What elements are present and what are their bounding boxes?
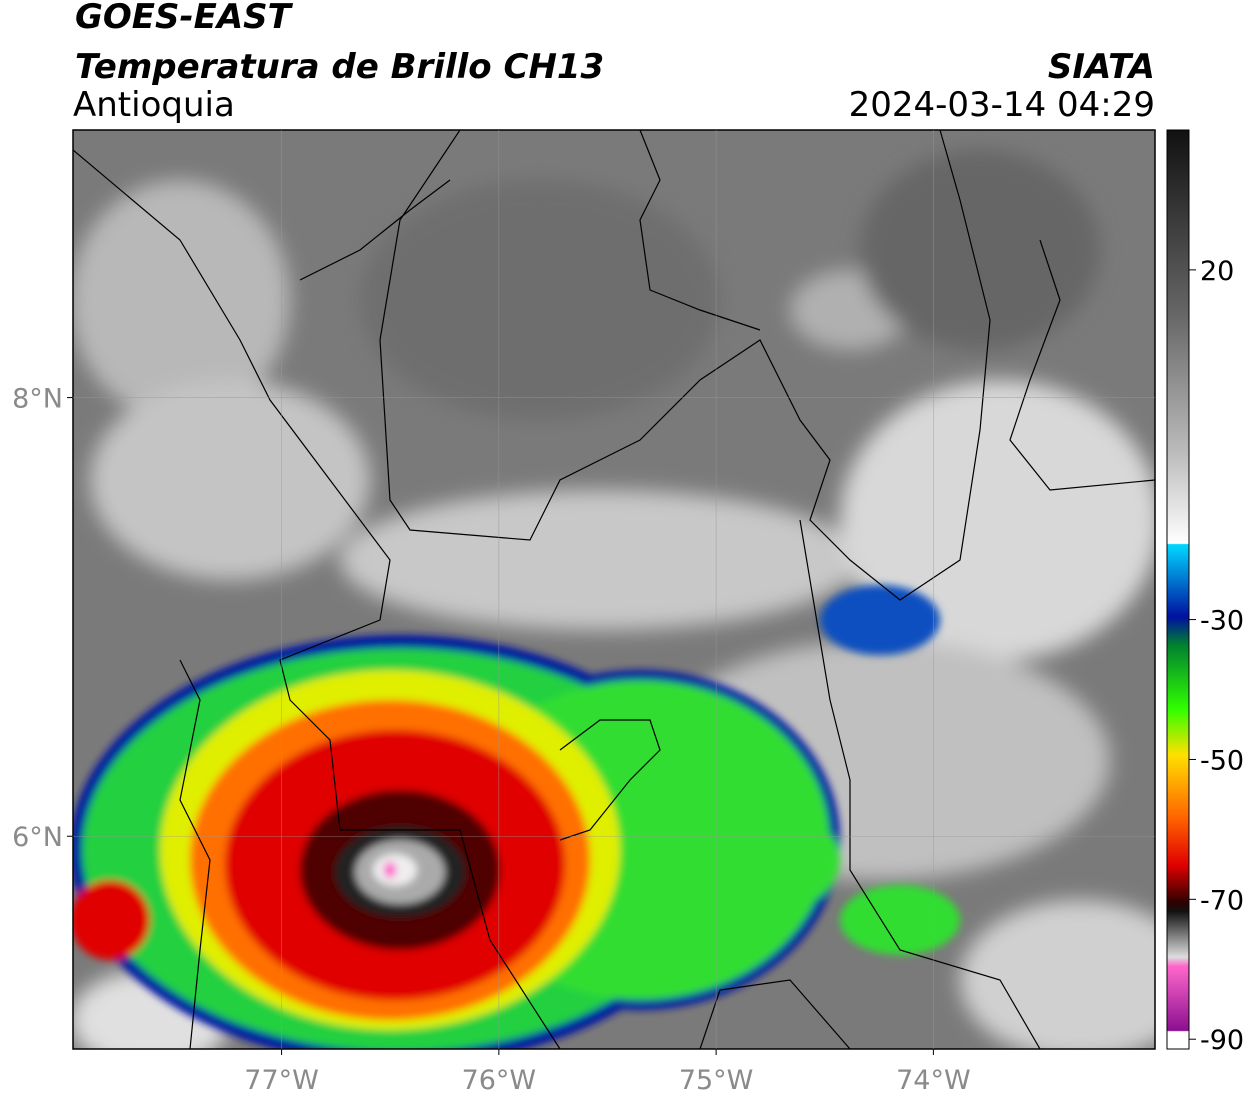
x-tick-label: 75°W [679,1065,754,1096]
colorbar-tick-label: -70 [1200,885,1244,916]
colorbar-tick-label: -30 [1200,606,1244,637]
x-tick-label: 76°W [462,1065,537,1096]
x-tick-label: 77°W [244,1065,319,1096]
region-title: Antioquia [73,85,235,125]
colorbar [1166,129,1190,1050]
x-tick-label: 74°W [896,1065,971,1096]
datetime: 2024-03-14 04:29 [849,85,1155,125]
map-frame [72,129,1156,1050]
source-title: SIATA [1048,47,1155,87]
imagery [73,130,1155,1049]
colorbar-tick-label: -50 [1200,745,1244,776]
colorbar-tick-label: -90 [1200,1025,1244,1056]
colorbar-tick-label: 20 [1200,256,1234,287]
y-tick-label: 6°N [12,822,63,853]
product-title: Temperatura de Brillo CH13 [75,47,604,87]
y-tick-label: 8°N [12,384,63,415]
satellite-title: GOES-EAST [75,0,294,37]
